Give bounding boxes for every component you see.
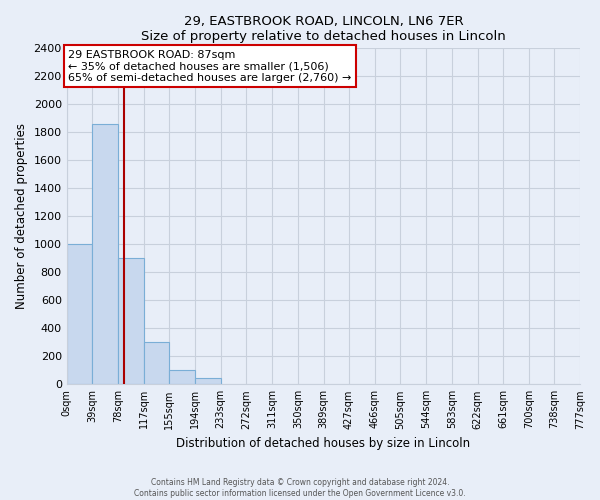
Bar xyxy=(169,370,195,384)
Bar xyxy=(118,258,144,384)
Bar xyxy=(67,244,92,384)
Text: Contains HM Land Registry data © Crown copyright and database right 2024.
Contai: Contains HM Land Registry data © Crown c… xyxy=(134,478,466,498)
Text: 29 EASTBROOK ROAD: 87sqm
← 35% of detached houses are smaller (1,506)
65% of sem: 29 EASTBROOK ROAD: 87sqm ← 35% of detach… xyxy=(68,50,352,83)
Title: 29, EASTBROOK ROAD, LINCOLN, LN6 7ER
Size of property relative to detached house: 29, EASTBROOK ROAD, LINCOLN, LN6 7ER Siz… xyxy=(141,15,506,43)
Bar xyxy=(195,378,221,384)
Bar xyxy=(144,342,169,384)
Y-axis label: Number of detached properties: Number of detached properties xyxy=(15,124,28,310)
X-axis label: Distribution of detached houses by size in Lincoln: Distribution of detached houses by size … xyxy=(176,437,470,450)
Bar xyxy=(92,124,118,384)
